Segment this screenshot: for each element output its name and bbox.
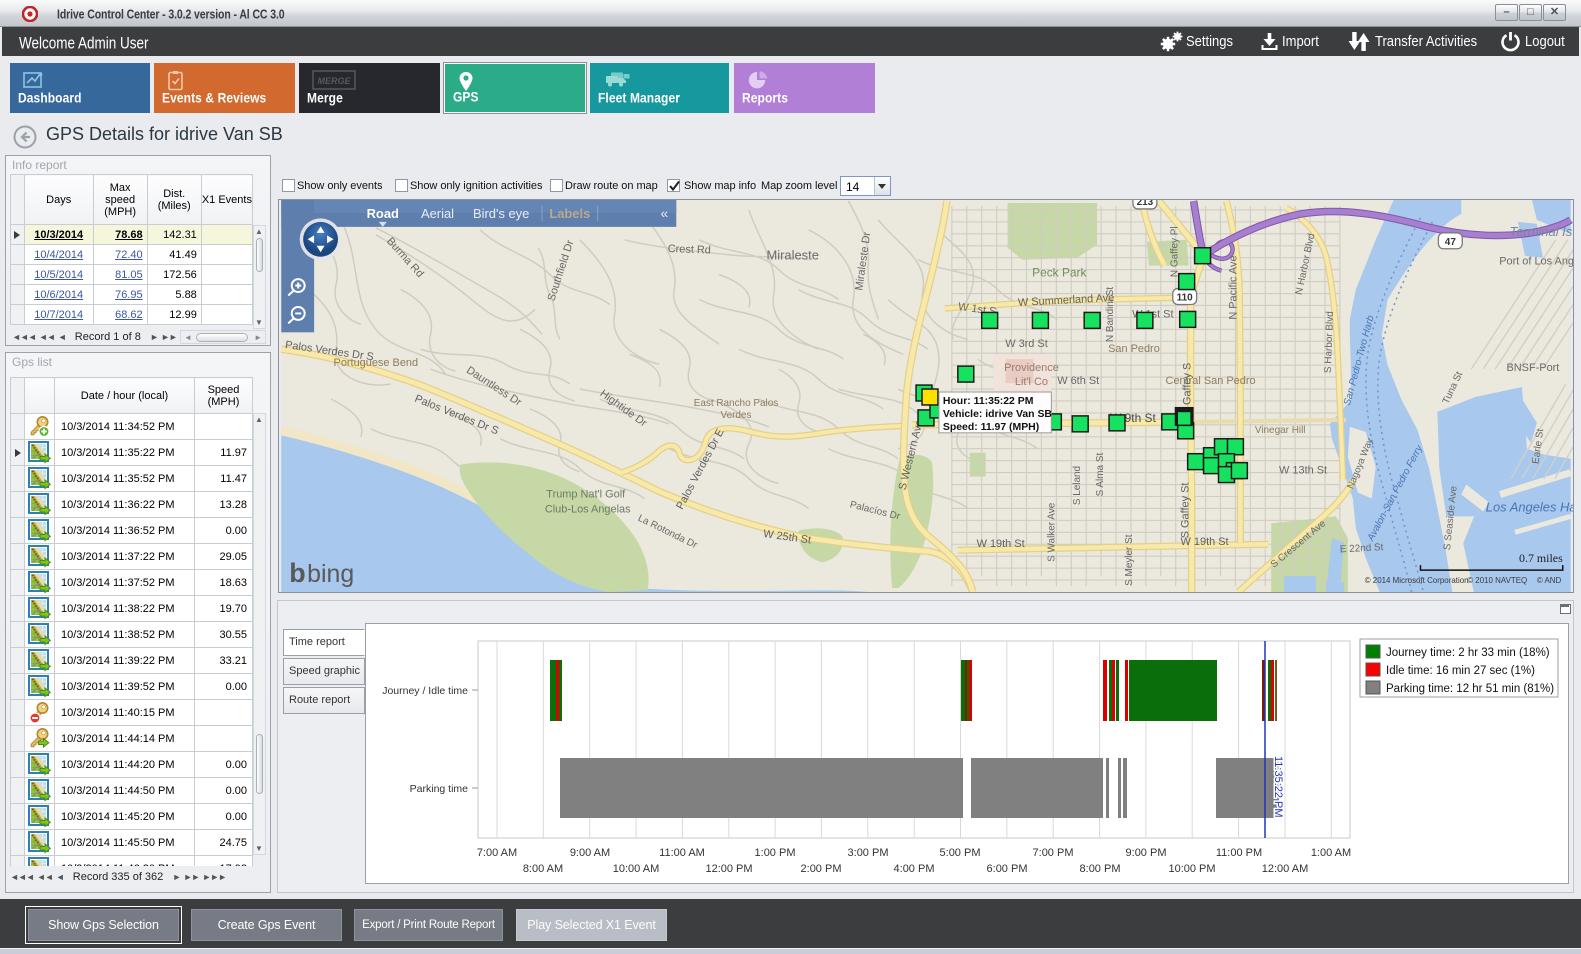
svg-text:7:00 PM: 7:00 PM — [1033, 847, 1074, 859]
svg-text:Aerial: Aerial — [421, 206, 454, 221]
svg-text:S Leland: S Leland — [1072, 466, 1083, 505]
svg-text:© 2014 Microsoft Corporation: © 2014 Microsoft Corporation — [1365, 576, 1469, 585]
svg-text:W 3rd St: W 3rd St — [1005, 338, 1048, 350]
svg-text:Pоrtuguese Bend: Pоrtuguese Bend — [334, 357, 419, 369]
svg-text:213: 213 — [1137, 199, 1154, 208]
svg-text:bing: bing — [307, 560, 354, 588]
svg-text:11:00 PM: 11:00 PM — [1216, 847, 1262, 859]
svg-text:3:00 PM: 3:00 PM — [848, 847, 889, 859]
svg-text:8:00 PM: 8:00 PM — [1080, 863, 1121, 875]
svg-text:S Harbor Blvd: S Harbor Blvd — [1323, 311, 1336, 373]
svg-text:Club-Los Angelas: Club-Los Angelas — [545, 503, 631, 515]
svg-text:Providence: Providence — [1004, 362, 1059, 374]
svg-text:Road: Road — [367, 206, 399, 221]
svg-text:S Alma St: S Alma St — [1095, 453, 1106, 497]
svg-text:W 13th St: W 13th St — [1279, 465, 1327, 477]
svg-text:Vehicle: idrive Van SB: Vehicle: idrive Van SB — [943, 409, 1053, 420]
svg-text:E 22nd St: E 22nd St — [1340, 542, 1384, 555]
svg-text:10:00 PM: 10:00 PM — [1168, 863, 1215, 875]
svg-text:Peck Park: Peck Park — [1032, 266, 1086, 280]
svg-text:12:00 AM: 12:00 AM — [1262, 863, 1308, 875]
svg-text:N Gaffey Pl: N Gaffey Pl — [1170, 226, 1181, 277]
svg-text:Port of Los Angel: Port of Los Angel — [1499, 256, 1574, 268]
svg-text:Idle time: 16 min 27 sec (1%): Idle time: 16 min 27 sec (1%) — [1386, 665, 1535, 677]
svg-text:W Summerland Ave: W Summerland Ave — [1018, 292, 1115, 309]
svg-text:S Walker Ave: S Walker Ave — [1046, 502, 1057, 562]
svg-text:110: 110 — [1177, 292, 1194, 303]
svg-text:b: b — [289, 558, 305, 588]
svg-text:Parking time: 12 hr 51 min (81: Parking time: 12 hr 51 min (81%) — [1386, 683, 1554, 695]
svg-text:11:35:22 PM: 11:35:22 PM — [1272, 756, 1284, 818]
svg-text:W 19th St: W 19th St — [977, 538, 1025, 550]
svg-text:S Meyler St: S Meyler St — [1124, 534, 1135, 586]
svg-text:9:00 PM: 9:00 PM — [1126, 847, 1167, 859]
svg-text:0.7 miles: 0.7 miles — [1519, 551, 1563, 565]
svg-text:W 6th St: W 6th St — [1057, 375, 1099, 387]
svg-text:«: « — [660, 205, 668, 221]
svg-text:Speed: 11.97 (MPH): Speed: 11.97 (MPH) — [943, 422, 1039, 433]
svg-text:Parking time: Parking time — [410, 783, 469, 795]
svg-text:Lit'l Co: Lit'l Co — [1015, 376, 1048, 388]
svg-text:W 19th St: W 19th St — [1181, 536, 1229, 548]
svg-text:Earle St: Earle St — [1530, 428, 1546, 465]
svg-text:Miraleste: Miraleste — [766, 248, 818, 263]
svg-text:4:00 PM: 4:00 PM — [894, 863, 935, 875]
svg-text:Terminal Is: Terminal Is — [1510, 224, 1573, 239]
svg-text:BNSF-Port: BNSF-Port — [1506, 362, 1559, 374]
svg-text:8:00 AM: 8:00 AM — [523, 863, 563, 875]
svg-text:N Pacific Ave: N Pacific Ave — [1227, 255, 1239, 319]
svg-text:MERGE: MERGE — [317, 76, 351, 86]
svg-text:© AND: © AND — [1537, 576, 1562, 585]
svg-text:7:00 AM: 7:00 AM — [477, 847, 517, 859]
svg-text:2:00 PM: 2:00 PM — [801, 863, 842, 875]
svg-text:9:00 AM: 9:00 AM — [570, 847, 610, 859]
svg-text:6:00 PM: 6:00 PM — [987, 863, 1028, 875]
svg-text:1:00 PM: 1:00 PM — [755, 847, 796, 859]
svg-text:Crest Rd: Crest Rd — [668, 243, 712, 256]
svg-text:Hour: 11:35:22 PM: Hour: 11:35:22 PM — [943, 396, 1033, 407]
svg-text:10:00 AM: 10:00 AM — [613, 863, 659, 875]
svg-text:Los Angeles Harb: Los Angeles Harb — [1486, 499, 1574, 514]
svg-text:N Bandini St: N Bandini St — [1105, 287, 1116, 342]
svg-text:S Gaffey S: S Gaffey S — [1182, 363, 1194, 416]
svg-text:Centrаl Sаn Pedro: Centrаl Sаn Pedro — [1166, 375, 1256, 387]
svg-text:© 2010 NAVTEQ: © 2010 NAVTEQ — [1467, 576, 1527, 585]
svg-text:Journey time: 2 hr 33 min (18%: Journey time: 2 hr 33 min (18%) — [1386, 647, 1550, 659]
svg-text:Vinegаr Hill: Vinegаr Hill — [1255, 425, 1306, 436]
svg-text:12:00 PM: 12:00 PM — [705, 863, 752, 875]
svg-text:S Gaffey St: S Gaffey St — [1180, 483, 1192, 539]
svg-text:Eаst Rаncho Pаlos: Eаst Rаncho Pаlos — [694, 398, 779, 409]
svg-text:11:00 AM: 11:00 AM — [659, 847, 705, 859]
svg-text:Sаn Pedro: Sаn Pedro — [1108, 343, 1160, 355]
svg-text:Verdes: Verdes — [720, 410, 751, 421]
svg-text:5:00 PM: 5:00 PM — [940, 847, 981, 859]
svg-text:Trump Nat'l Golf: Trump Nat'l Golf — [546, 488, 626, 500]
svg-text:47: 47 — [1445, 237, 1457, 248]
svg-text:Labels: Labels — [549, 206, 590, 221]
svg-text:Journey / Idle time: Journey / Idle time — [382, 685, 468, 697]
svg-text:1:00 AM: 1:00 AM — [1311, 847, 1351, 859]
svg-text:Bird's eye: Bird's eye — [473, 206, 529, 221]
